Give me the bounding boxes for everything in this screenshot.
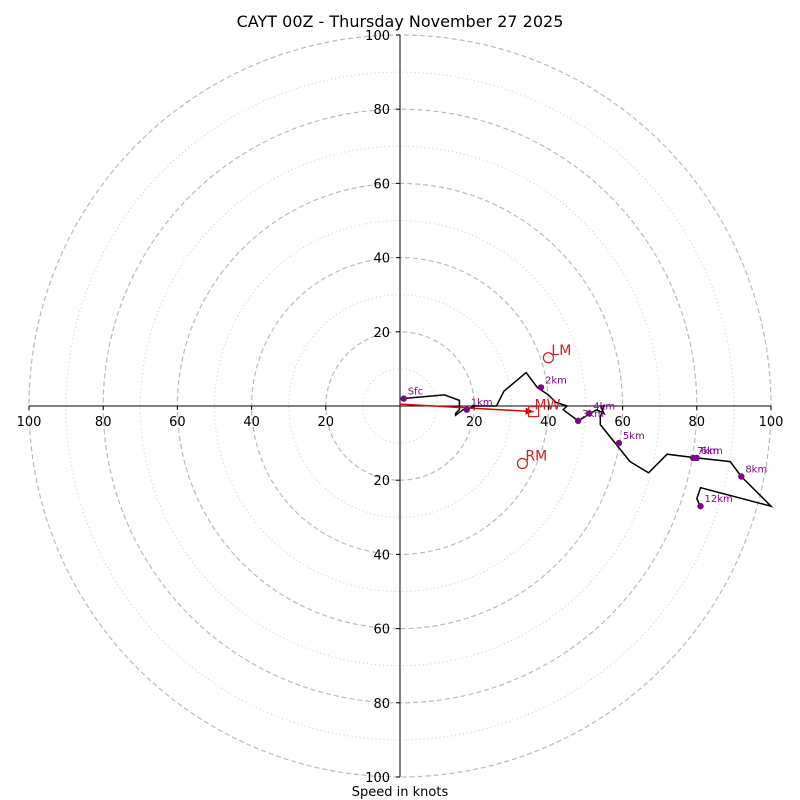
x-tick-label: 100 [17, 415, 42, 430]
x-tick-label: 40 [540, 415, 557, 430]
x-axis-label: Speed in knots [352, 785, 449, 800]
y-tick-label: 60 [373, 623, 390, 638]
height-marker-dot [537, 384, 545, 391]
mean-wind-label: MW [535, 398, 561, 414]
height-marker-dot [615, 439, 623, 447]
axis-ticks: 100 100 80 80 60 60 40 40 20 20 20 20 40 40 60 60 80 80 10… [17, 29, 784, 786]
x-tick-label: 100 [759, 415, 784, 430]
y-tick-label: 40 [373, 548, 390, 563]
height-marker-label: Sfc [408, 387, 423, 398]
height-marker-label: 2km [545, 375, 567, 386]
y-tick-label: 60 [373, 177, 390, 192]
height-marker-dot [574, 417, 582, 425]
x-tick-label: 60 [169, 415, 186, 430]
height-marker-dot [586, 410, 593, 417]
y-tick-label: 100 [365, 29, 390, 44]
height-marker-label: 6km [701, 446, 723, 457]
height-marker-label: 4km [593, 401, 615, 412]
x-tick-label: 60 [614, 415, 631, 430]
hodograph-line [401, 371, 774, 508]
y-tick-label: 80 [373, 697, 390, 712]
vector-arrowhead [525, 407, 534, 415]
height-marker-dot [689, 454, 697, 462]
mean-wind-marker [527, 405, 540, 418]
height-marker-label: 1km [471, 398, 493, 409]
y-tick-label: 20 [373, 474, 390, 489]
storm-motion-lm-marker [542, 352, 555, 364]
x-tick-label: 40 [243, 415, 260, 430]
x-tick-label: 20 [466, 415, 483, 430]
x-tick-label: 80 [95, 415, 112, 430]
storm-motion-lm-label: LM [551, 343, 571, 359]
height-marker-dot [463, 406, 470, 413]
x-tick-label: 80 [689, 415, 706, 430]
y-tick-label: 40 [373, 252, 390, 267]
storm-motion-rm-marker [516, 457, 529, 470]
height-marker-dot [400, 395, 407, 402]
storm-motion-rm-label: RM [525, 449, 547, 465]
storm-motion-markers: LM RM MW [516, 343, 571, 470]
height-marker-label: 12km [705, 494, 733, 505]
y-tick-label: 100 [365, 771, 390, 786]
height-marker-dot [738, 473, 745, 480]
height-marker-label: 8km [745, 464, 767, 475]
chart-title: CAYT 00Z - Thursday November 27 2025 [237, 12, 564, 31]
height-marker-label: 5km [623, 431, 645, 442]
height-marker-label: 7km [697, 446, 719, 457]
height-marker-label: 3km [582, 409, 604, 420]
y-tick-label: 20 [373, 326, 390, 341]
axes [29, 35, 771, 777]
y-tick-label: 80 [373, 103, 390, 118]
x-tick-label: 20 [318, 415, 335, 430]
hodograph-trace [399, 371, 774, 508]
height-marker-dot [697, 502, 704, 510]
